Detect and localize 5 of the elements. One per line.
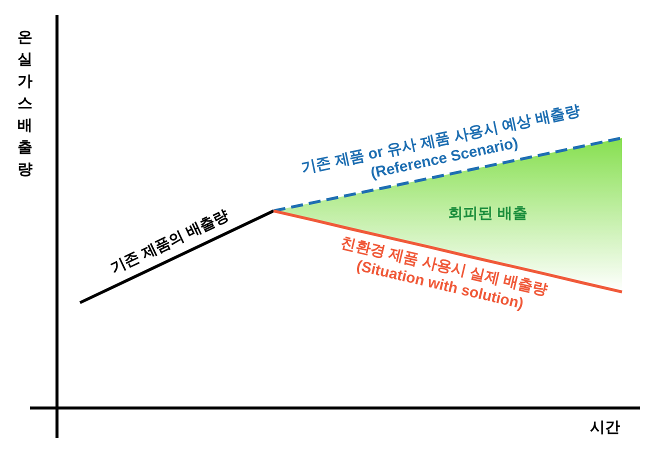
text: 기존 제품 or 유사 제품 사용시 예상 배출량 (Reference Scenario) [300, 102, 582, 182]
x-axis-title: 시간 [590, 419, 620, 436]
annotation: 회피된 배출 [448, 204, 528, 222]
text: 친환경 제품 사용시 실제 배출량 (Situation with solution) [339, 234, 550, 313]
y-axis-title: 온실가스배출량 [18, 29, 32, 178]
